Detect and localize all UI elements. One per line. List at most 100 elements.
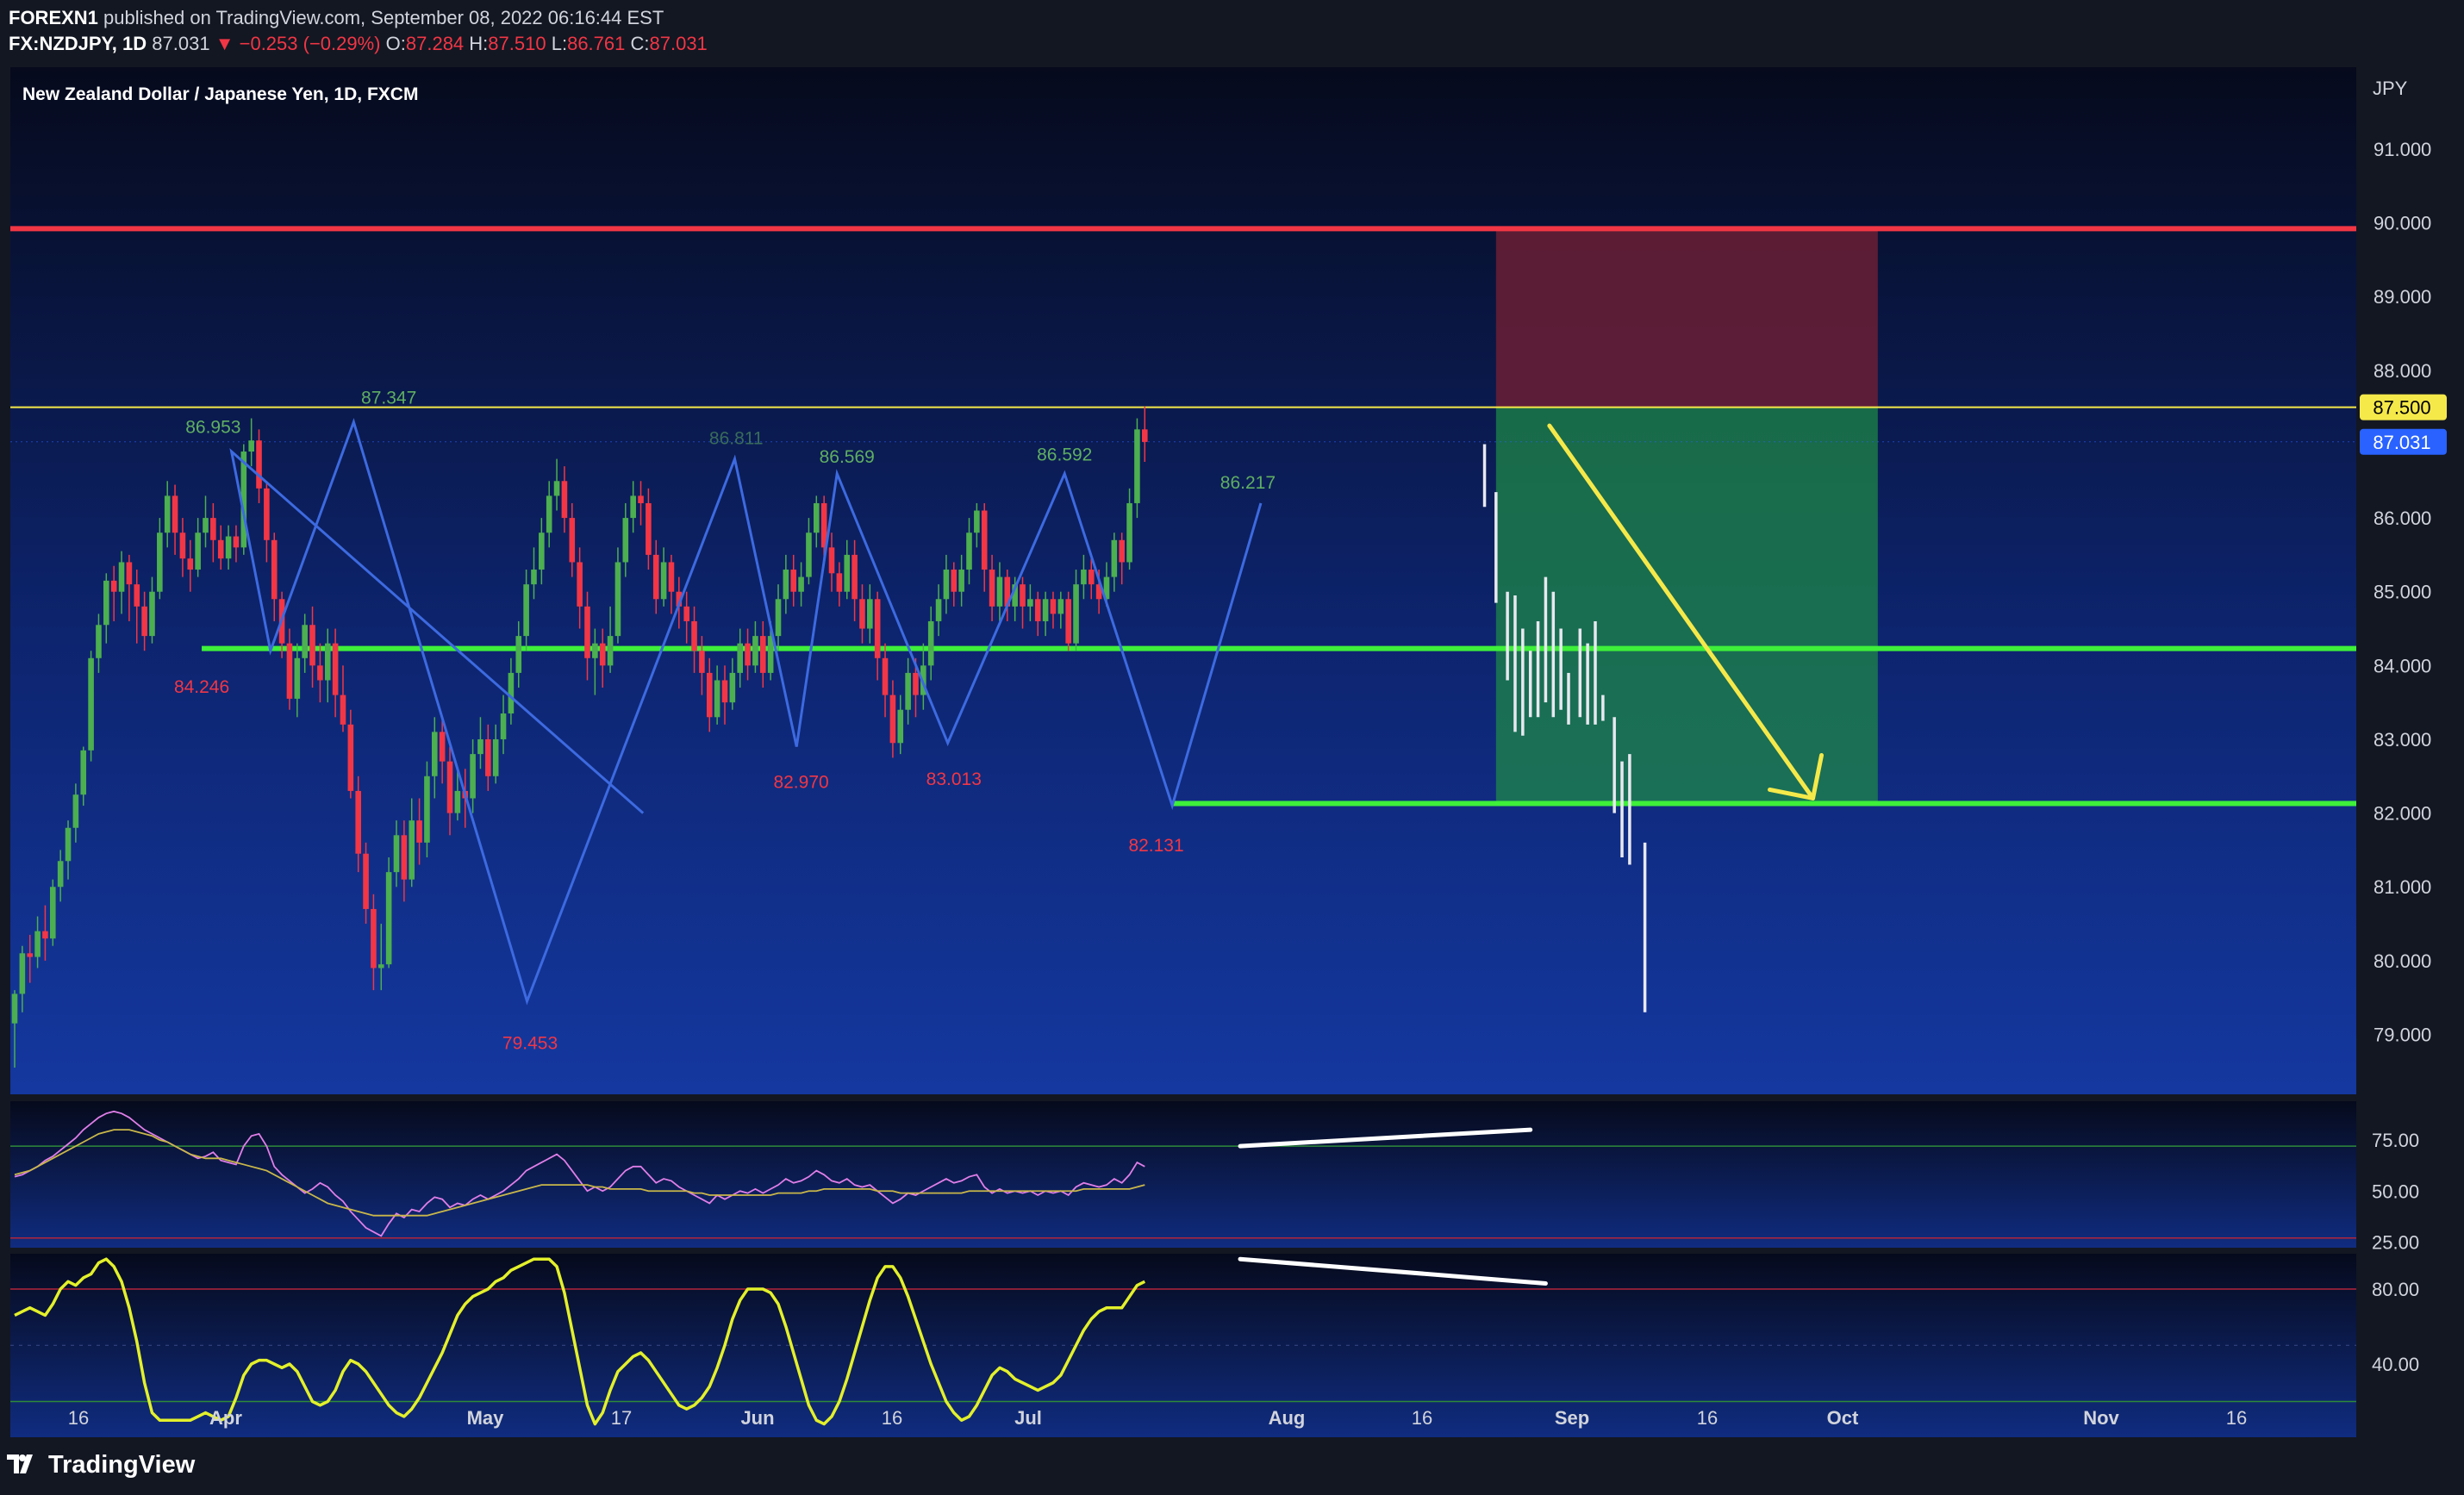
candle-body [141, 606, 147, 637]
candle-body [943, 570, 950, 600]
candle [401, 820, 408, 902]
candle [814, 495, 820, 548]
candle-body [935, 599, 942, 621]
candle [783, 554, 789, 614]
time-tick: 17 [611, 1407, 632, 1429]
rsi-tick: 50.00 [2372, 1180, 2419, 1202]
candle [974, 502, 980, 548]
candle [332, 628, 339, 718]
candle [775, 584, 782, 651]
candle [134, 570, 140, 644]
candle-body [271, 539, 278, 600]
candle-body [294, 657, 301, 699]
candle [905, 657, 911, 725]
candle [11, 990, 18, 1068]
publish-info: FOREXN1 published on TradingView.com, Se… [9, 7, 664, 29]
candle [203, 495, 209, 548]
candle-body [424, 776, 430, 843]
price-change: −0.253 (−0.29%) [239, 33, 381, 54]
tradingview-footer: TradingView [7, 1451, 195, 1479]
candle-body [683, 606, 689, 621]
candle-body [561, 481, 568, 519]
candle [569, 502, 576, 577]
candle-body [149, 591, 155, 637]
candle-body [1073, 584, 1079, 644]
candle [172, 484, 178, 555]
time-tick: Jul [1014, 1407, 1042, 1429]
candle-body [302, 625, 308, 658]
symbol-name[interactable]: FX:NZDJPY, 1D [9, 33, 147, 54]
publisher-name[interactable]: FOREXN1 [9, 7, 98, 28]
take-profit-zone [1495, 407, 1878, 804]
candle-body [50, 887, 56, 939]
candle [294, 643, 301, 718]
candle-body [1042, 599, 1049, 621]
candle [187, 539, 194, 592]
candle [790, 554, 797, 607]
candle [72, 783, 79, 843]
candle [943, 554, 950, 614]
candle [271, 533, 278, 621]
price-label-bg [2360, 394, 2447, 420]
candle-body [1012, 584, 1018, 607]
candle-body [577, 562, 583, 607]
candle [416, 798, 422, 865]
price-tick: 80.000 [2374, 950, 2431, 972]
candle-body [775, 599, 782, 637]
close-value: 87.031 [649, 33, 708, 54]
candle [699, 636, 705, 695]
candle [1050, 591, 1057, 629]
rsi-tick: 25.00 [2372, 1232, 2419, 1254]
candle-body [1103, 576, 1110, 600]
swing-label: 86.811 [709, 428, 764, 448]
candle [157, 518, 163, 600]
swing-label: 82.970 [773, 772, 828, 792]
candle [683, 591, 689, 644]
candle [867, 584, 873, 644]
candle-body [546, 495, 552, 533]
candle [195, 518, 201, 577]
time-tick: May [467, 1407, 505, 1429]
swing-label: 83.013 [926, 769, 982, 789]
projection-arrow-head [1768, 752, 1825, 800]
candle-body [1081, 570, 1087, 585]
candle-body [828, 547, 835, 574]
candle [355, 776, 361, 873]
candle-body [72, 794, 79, 828]
price-tick: 90.000 [2374, 213, 2431, 234]
candle-body [745, 643, 751, 666]
candle [759, 620, 766, 688]
candle [752, 620, 758, 673]
candle-body [355, 790, 361, 854]
candle [103, 573, 109, 644]
candle [88, 651, 94, 762]
candle-body [217, 539, 224, 559]
candle-body [203, 518, 209, 533]
candle-body [515, 636, 522, 673]
candle-body [607, 636, 614, 666]
candle [584, 591, 590, 681]
close-label: C: [630, 33, 650, 54]
candle [539, 518, 545, 585]
candle [371, 894, 377, 991]
candle-body [759, 636, 766, 673]
candle [889, 680, 896, 758]
candle-body [110, 580, 117, 592]
candle-body [1141, 429, 1148, 442]
candle [439, 717, 446, 784]
time-tick: 16 [1697, 1407, 1718, 1429]
candle-body [1088, 570, 1095, 585]
candle-body [377, 964, 384, 969]
candle-body [88, 657, 94, 751]
candle [233, 525, 240, 563]
main-pane-background [10, 67, 2356, 1094]
candle-body [767, 636, 774, 673]
candle-body [19, 953, 26, 994]
candle [1012, 576, 1018, 621]
candle-body [42, 931, 48, 939]
candle-body [539, 533, 545, 570]
tradingview-logo-icon [7, 1455, 33, 1473]
candle [897, 695, 904, 755]
candle [409, 798, 415, 888]
